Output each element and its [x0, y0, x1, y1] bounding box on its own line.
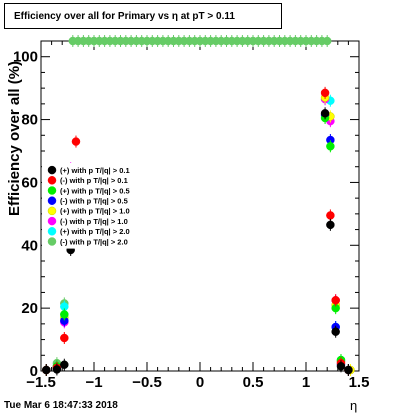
- x-axis-title: η: [350, 398, 358, 413]
- x-tick-label: 1: [302, 374, 310, 391]
- legend-entry: (+) with p T/|q| > 2.0: [47, 227, 130, 236]
- data-point: [326, 140, 335, 153]
- legend-entry: (+) with p T/|q| > 0.5: [47, 186, 130, 195]
- data-point: [336, 360, 346, 373]
- y-tick-label: 0: [30, 363, 38, 380]
- legend-label: (+) with p T/|q| > 2.0: [60, 227, 130, 236]
- x-tick-label: −1.5: [26, 374, 56, 391]
- legend-marker: [47, 196, 57, 205]
- legend-entry: (+) with p T/|q| > 1.0: [47, 206, 130, 216]
- x-tick-label: −1: [85, 374, 102, 391]
- data-point: [52, 363, 62, 376]
- data-point: [42, 364, 51, 376]
- legend-label: (-) with p T/|q| > 0.5: [60, 197, 128, 206]
- data-point: [60, 332, 69, 344]
- legend-label: (-) with p T/|q| > 0.1: [60, 176, 128, 185]
- legend-marker: [47, 227, 57, 236]
- data-point: [320, 107, 330, 120]
- chart-title: Efficiency over all for Primary vs η at …: [14, 11, 235, 22]
- legend: (+) with p T/|q| > 0.1(-) with p T/|q| >…: [42, 163, 162, 249]
- y-tick-label: 20: [21, 300, 38, 317]
- legend-marker: [47, 186, 57, 195]
- x-tick-label: 0: [196, 374, 204, 391]
- legend-marker: [47, 216, 57, 226]
- timestamp: Tue Mar 6 18:47:33 2018: [4, 400, 118, 411]
- data-point: [331, 294, 340, 307]
- legend-marker: [47, 165, 57, 175]
- y-tick-label: 40: [21, 237, 38, 254]
- y-tick-label: 80: [21, 112, 38, 129]
- data-point: [326, 218, 335, 231]
- x-tick-label: 1.5: [349, 374, 370, 391]
- legend-label: (+) with p T/|q| > 0.1: [60, 166, 130, 175]
- y-tick-label: 60: [21, 174, 38, 191]
- legend-marker: [47, 206, 57, 216]
- legend-entry: (-) with p T/|q| > 2.0: [47, 237, 128, 246]
- legend-label: (+) with p T/|q| > 1.0: [60, 207, 130, 216]
- data-point: [322, 35, 332, 47]
- y-tick-label: 100: [13, 49, 38, 66]
- legend-entry: (-) with p T/|q| > 0.5: [47, 196, 128, 206]
- x-tick-label: −0.5: [132, 374, 162, 391]
- data-point: [71, 135, 81, 148]
- x-tick-label: 0.5: [243, 374, 264, 391]
- data-point: [60, 308, 69, 321]
- legend-label: (+) with p T/|q| > 0.5: [60, 186, 130, 195]
- y-axis-title: Efficiency over all (%): [6, 60, 23, 216]
- data-point: [320, 86, 330, 99]
- legend-entry: (+) with p T/|q| > 0.1: [47, 165, 130, 175]
- legend-label: (-) with p T/|q| > 2.0: [60, 237, 128, 246]
- data-point: [331, 302, 340, 315]
- chart-title-box: Efficiency over all for Primary vs η at …: [4, 3, 282, 29]
- data-point: [331, 325, 340, 338]
- data-point: [344, 364, 353, 376]
- data-point: [60, 358, 69, 371]
- legend-marker: [47, 237, 57, 246]
- legend-label: (-) with p T/|q| > 1.0: [60, 217, 128, 226]
- legend-entry: (-) with p T/|q| > 1.0: [47, 216, 128, 226]
- legend-box: [42, 163, 162, 249]
- legend-entry: (-) with p T/|q| > 0.1: [47, 176, 128, 185]
- legend-marker: [47, 176, 57, 185]
